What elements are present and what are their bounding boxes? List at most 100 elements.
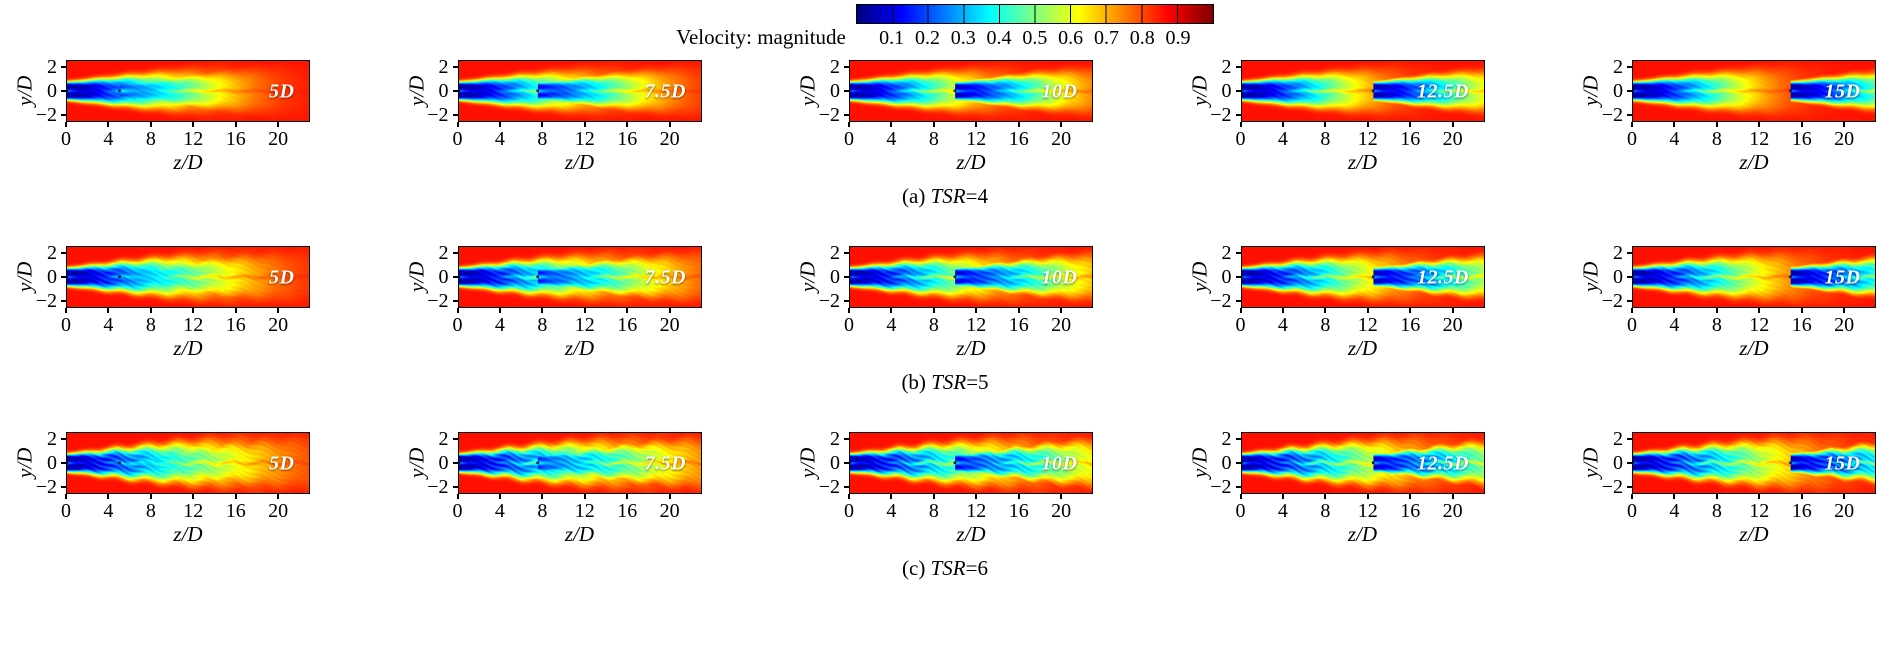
colorbar-tick-label: 0.1	[879, 27, 905, 49]
y-tick-mark	[1235, 252, 1241, 255]
x-tick-label: 8	[145, 500, 156, 522]
y-tick-label: −2	[1210, 289, 1232, 312]
y-tick-mark	[844, 90, 849, 92]
x-tick-mark	[1843, 122, 1846, 127]
panel-distance-label: 7.5D	[644, 80, 686, 103]
x-tick-label: 4	[494, 500, 505, 522]
x-tick-mark	[1060, 122, 1063, 127]
x-tick-mark	[1366, 308, 1369, 313]
velocity-contour-canvas	[67, 247, 309, 307]
x-tick-mark	[1060, 494, 1063, 499]
plot-area: 15D	[1632, 432, 1876, 494]
x-tick-label: 4	[494, 314, 505, 336]
panel-distance-label: 12.5D	[1417, 266, 1469, 289]
x-tick-label: 16	[1008, 128, 1029, 150]
x-tick-mark	[1758, 308, 1761, 313]
figure-root: Velocity: magnitude 0.1 0.2 0.3 0.4 0.5 0.6 0.…	[0, 0, 1890, 580]
y-axis-ticks: 2 0 −2	[1602, 57, 1632, 125]
y-tick-label: 0	[47, 452, 57, 474]
y-tick-label: 2	[47, 242, 57, 265]
x-axis-title: z/D	[956, 522, 986, 546]
x-tick-mark	[890, 122, 893, 127]
x-tick-label: 0	[452, 128, 463, 150]
contour-panel: y/D 2 0 −2 5D 0 4 8 12 16 20 z/D	[13, 428, 310, 550]
plot-area: 15D	[1632, 60, 1876, 122]
y-tick-mark	[452, 276, 458, 278]
caption-prefix: (b)	[901, 370, 932, 394]
x-tick-label: 12	[574, 500, 595, 522]
x-tick-mark	[277, 122, 280, 127]
y-tick-label: 0	[1221, 80, 1232, 102]
figure-row-block: y/D 2 0 −2 5D 0 4 8 12 16 20 z/D y/D 2 0 −2 7.5D 0 4 8 12 16 2…	[0, 56, 1890, 212]
x-tick-label: 0	[1627, 500, 1637, 522]
x-tick-label: 0	[1235, 314, 1246, 336]
colorbar: Velocity: magnitude 0.1 0.2 0.3 0.4 0.5 0.6 0.…	[0, 0, 1890, 52]
x-axis-ticks: 0 4 8 12 16 20	[453, 308, 702, 336]
y-tick-mark	[61, 276, 66, 278]
y-tick-mark	[61, 485, 66, 488]
x-tick-mark	[1409, 308, 1412, 313]
x-tick-mark	[1673, 308, 1676, 313]
row-caption: (a) TSR=4	[0, 184, 1890, 212]
x-tick-label: 0	[1627, 128, 1637, 150]
x-tick-mark	[1843, 308, 1846, 313]
y-tick-label: 0	[1613, 266, 1623, 288]
x-tick-mark	[848, 494, 850, 499]
plot-area: 5D	[66, 432, 310, 494]
x-tick-label: 20	[1051, 500, 1072, 522]
x-tick-mark	[498, 122, 501, 127]
colorbar-tick-label: 0.9	[1165, 27, 1191, 49]
y-tick-label: 0	[1221, 452, 1232, 474]
x-tick-mark	[626, 494, 629, 499]
x-tick-label: 16	[1400, 500, 1421, 522]
y-tick-mark	[1627, 66, 1632, 69]
x-axis-ticks: 0 4 8 12 16 20	[844, 494, 1093, 522]
x-tick-label: 12	[574, 128, 595, 150]
x-tick-label: 16	[1008, 314, 1029, 336]
y-tick-label: 2	[47, 428, 57, 451]
x-tick-label: 4	[1669, 128, 1680, 150]
x-tick-mark	[277, 494, 280, 499]
x-tick-label: 12	[1749, 314, 1770, 336]
plot-area: 7.5D	[457, 246, 702, 308]
contour-panel: y/D 2 0 −2 12.5D 0 4 8 12 16 20 z/D	[1187, 429, 1485, 550]
x-tick-mark	[668, 494, 671, 499]
x-tick-mark	[192, 494, 195, 499]
caption-variable: TSR	[930, 556, 966, 580]
x-tick-mark	[498, 494, 501, 499]
x-tick-label: 8	[537, 314, 548, 336]
contour-panel: y/D 2 0 −2 7.5D 0 4 8 12 16 20 z/D	[404, 57, 702, 178]
y-tick-mark	[1235, 113, 1241, 116]
x-axis-title: z/D	[956, 336, 986, 360]
x-tick-label: 20	[1051, 314, 1072, 336]
caption-prefix: (c)	[902, 556, 931, 580]
x-tick-mark	[1281, 122, 1284, 127]
y-tick-label: 0	[1613, 80, 1623, 102]
y-tick-mark	[1627, 438, 1632, 441]
x-tick-mark	[1451, 494, 1454, 499]
x-tick-mark	[65, 122, 67, 127]
y-tick-label: 2	[830, 56, 840, 79]
figure-row: y/D 2 0 −2 5D 0 4 8 12 16 20 z/D y/D 2 0 −2 7.5D 0 4 8 12 16 2…	[0, 242, 1890, 364]
x-tick-mark	[541, 494, 544, 499]
x-tick-mark	[1451, 308, 1454, 313]
x-axis-ticks: 0 4 8 12 16 20	[61, 122, 310, 150]
y-tick-label: 0	[47, 80, 57, 102]
x-tick-label: 12	[1749, 128, 1770, 150]
x-tick-mark	[975, 494, 978, 499]
x-tick-label: 0	[1627, 314, 1637, 336]
figure-row: y/D 2 0 −2 5D 0 4 8 12 16 20 z/D y/D 2 0 −2 7.5D 0 4 8 12 16 2…	[0, 56, 1890, 178]
y-tick-mark	[1235, 276, 1241, 278]
y-tick-mark	[452, 462, 458, 464]
x-tick-mark	[932, 308, 935, 313]
x-tick-mark	[932, 122, 935, 127]
x-tick-label: 16	[225, 128, 246, 150]
y-tick-mark	[452, 485, 458, 488]
y-axis-ticks: 2 0 −2	[36, 242, 66, 311]
x-tick-mark	[65, 494, 67, 499]
y-tick-mark	[844, 485, 849, 488]
y-tick-mark	[452, 90, 458, 92]
x-axis-ticks: 0 4 8 12 16 20	[1236, 494, 1485, 522]
x-tick-mark	[1239, 122, 1242, 127]
velocity-contour-canvas	[67, 433, 309, 493]
